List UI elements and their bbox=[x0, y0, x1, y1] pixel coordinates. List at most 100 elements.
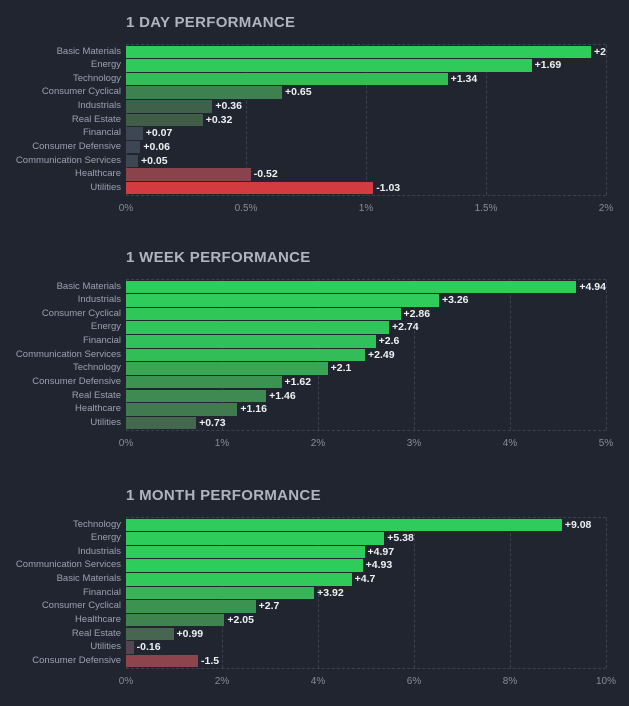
bar bbox=[126, 559, 363, 572]
category-label: Financial bbox=[82, 586, 121, 598]
gridline bbox=[510, 518, 511, 668]
category-label: Consumer Defensive bbox=[32, 375, 121, 387]
chart-title: 1 WEEK PERFORMANCE bbox=[126, 249, 311, 266]
category-label: Real Estate bbox=[71, 627, 121, 639]
bar bbox=[126, 403, 238, 416]
value-label: +1.46 bbox=[269, 389, 296, 402]
bar-row: Basic Materials +4.7 bbox=[57, 573, 606, 586]
category-label: Utilities bbox=[90, 641, 121, 653]
bar bbox=[126, 518, 562, 531]
bar bbox=[126, 641, 134, 654]
x-axis: 0% 0.5% 1% 1.5% 2% bbox=[119, 200, 613, 214]
category-label: Industrials bbox=[77, 100, 121, 112]
bar bbox=[126, 86, 282, 99]
bar bbox=[126, 100, 213, 113]
x-axis: 0% 1% 2% 3% 4% 5% bbox=[119, 435, 613, 449]
bar bbox=[126, 532, 385, 545]
bar-row: Financial +0.07 bbox=[83, 127, 606, 140]
chart-title: 1 MONTH PERFORMANCE bbox=[126, 487, 321, 504]
axis-tick-label: 10% bbox=[595, 676, 617, 687]
bar-row: Basic Materials +4.94 bbox=[57, 280, 606, 293]
bar-rows: Technology +9.08 Energy +5.38 Industrials +4.… bbox=[16, 518, 606, 668]
value-label: +2.6 bbox=[378, 335, 400, 348]
chart-title: 1 DAY PERFORMANCE bbox=[126, 14, 296, 31]
bar-row: Utilities +0.73 bbox=[90, 416, 606, 430]
bar bbox=[126, 113, 203, 127]
bar bbox=[126, 573, 352, 586]
bar-row: Communication Services +0.05 bbox=[16, 154, 606, 167]
category-label: Utilities bbox=[90, 416, 121, 428]
value-label: +1.16 bbox=[240, 403, 267, 416]
bar bbox=[126, 280, 577, 293]
bar-row: Consumer Cyclical +2.7 bbox=[42, 600, 606, 613]
category-label: Financial bbox=[82, 127, 121, 139]
value-label: -1.03 bbox=[376, 181, 401, 194]
axis-tick-label: 4% bbox=[502, 438, 518, 449]
category-label: Basic Materials bbox=[56, 45, 121, 57]
bar bbox=[126, 348, 366, 362]
category-label: Utilities bbox=[90, 181, 121, 193]
value-label: +2.7 bbox=[258, 600, 280, 613]
value-label: -0.52 bbox=[253, 168, 278, 181]
x-axis: 0% 2% 4% 6% 8% 10% bbox=[119, 673, 616, 687]
gridline bbox=[606, 280, 607, 430]
bar-row: Real Estate +0.32 bbox=[72, 113, 606, 127]
bar-row: Communication Services +2.49 bbox=[16, 348, 606, 362]
axis-tick-label: 4% bbox=[310, 676, 326, 687]
gridline bbox=[510, 280, 511, 430]
bar bbox=[126, 127, 143, 140]
axis-tick-label: 5% bbox=[598, 438, 614, 449]
category-label: Consumer Defensive bbox=[32, 654, 121, 666]
value-label: +4.97 bbox=[367, 545, 395, 558]
gridline bbox=[246, 45, 247, 195]
value-label: +9.08 bbox=[564, 518, 592, 531]
category-label: Communication Services bbox=[15, 559, 121, 571]
bar-row: Financial +3.92 bbox=[83, 586, 606, 600]
chart-plot: Basic Materials +4.94 Industrials +3.26 Cons… bbox=[16, 279, 607, 431]
category-label: Technology bbox=[72, 518, 121, 530]
bar bbox=[126, 600, 256, 613]
category-label: Basic Materials bbox=[56, 573, 121, 585]
bar-row: Energy +1.69 bbox=[91, 59, 606, 72]
bar bbox=[126, 154, 138, 167]
bar bbox=[126, 321, 390, 334]
bar-row: Financial +2.6 bbox=[83, 335, 606, 348]
bar bbox=[126, 335, 376, 348]
bar bbox=[126, 627, 174, 640]
bar-row: Technology +9.08 bbox=[73, 518, 606, 531]
category-label: Technology bbox=[72, 362, 121, 374]
bar-row: Consumer Defensive -1.5 bbox=[32, 654, 606, 668]
category-label: Healthcare bbox=[75, 168, 121, 180]
bar bbox=[126, 613, 225, 627]
bar-row: Healthcare +1.16 bbox=[75, 403, 606, 416]
bar bbox=[126, 168, 251, 181]
bar-row: Technology +2.1 bbox=[73, 362, 606, 375]
axis-tick-label: 1% bbox=[358, 203, 374, 214]
category-label: Consumer Cyclical bbox=[41, 600, 121, 612]
value-label: +0.99 bbox=[176, 627, 204, 640]
category-label: Real Estate bbox=[71, 113, 121, 125]
value-label: +1.62 bbox=[284, 375, 312, 388]
value-label: +0.06 bbox=[143, 140, 170, 153]
gridline bbox=[414, 280, 415, 430]
bar-row: Energy +5.38 bbox=[91, 532, 606, 545]
chart-1-day-performance: 1 DAY PERFORMANCE Basic Materials +2 Energ… bbox=[0, 14, 629, 224]
bar-rows: Basic Materials +2 Energy +1.69 Technology +1… bbox=[16, 45, 606, 195]
bar bbox=[126, 181, 374, 195]
axis-tick-label: 2% bbox=[310, 438, 326, 449]
category-label: Consumer Cyclical bbox=[41, 307, 121, 319]
bar-row: Industrials +4.97 bbox=[78, 545, 606, 559]
bar-row: Consumer Defensive +0.06 bbox=[32, 140, 606, 154]
value-label: +3.92 bbox=[317, 586, 344, 599]
bar-row: Consumer Cyclical +2.86 bbox=[42, 307, 606, 321]
bar-row: Industrials +3.26 bbox=[78, 294, 606, 307]
value-label: +2.05 bbox=[227, 613, 254, 626]
bar-row: Energy +2.74 bbox=[91, 321, 606, 334]
value-label: +0.07 bbox=[145, 127, 173, 140]
bar bbox=[126, 362, 328, 375]
bar-row: Real Estate +1.46 bbox=[72, 389, 606, 402]
value-label: +2.49 bbox=[368, 348, 395, 361]
category-label: Industrials bbox=[77, 545, 121, 557]
category-label: Communication Services bbox=[15, 348, 121, 360]
bar-row: Healthcare +2.05 bbox=[75, 613, 606, 627]
